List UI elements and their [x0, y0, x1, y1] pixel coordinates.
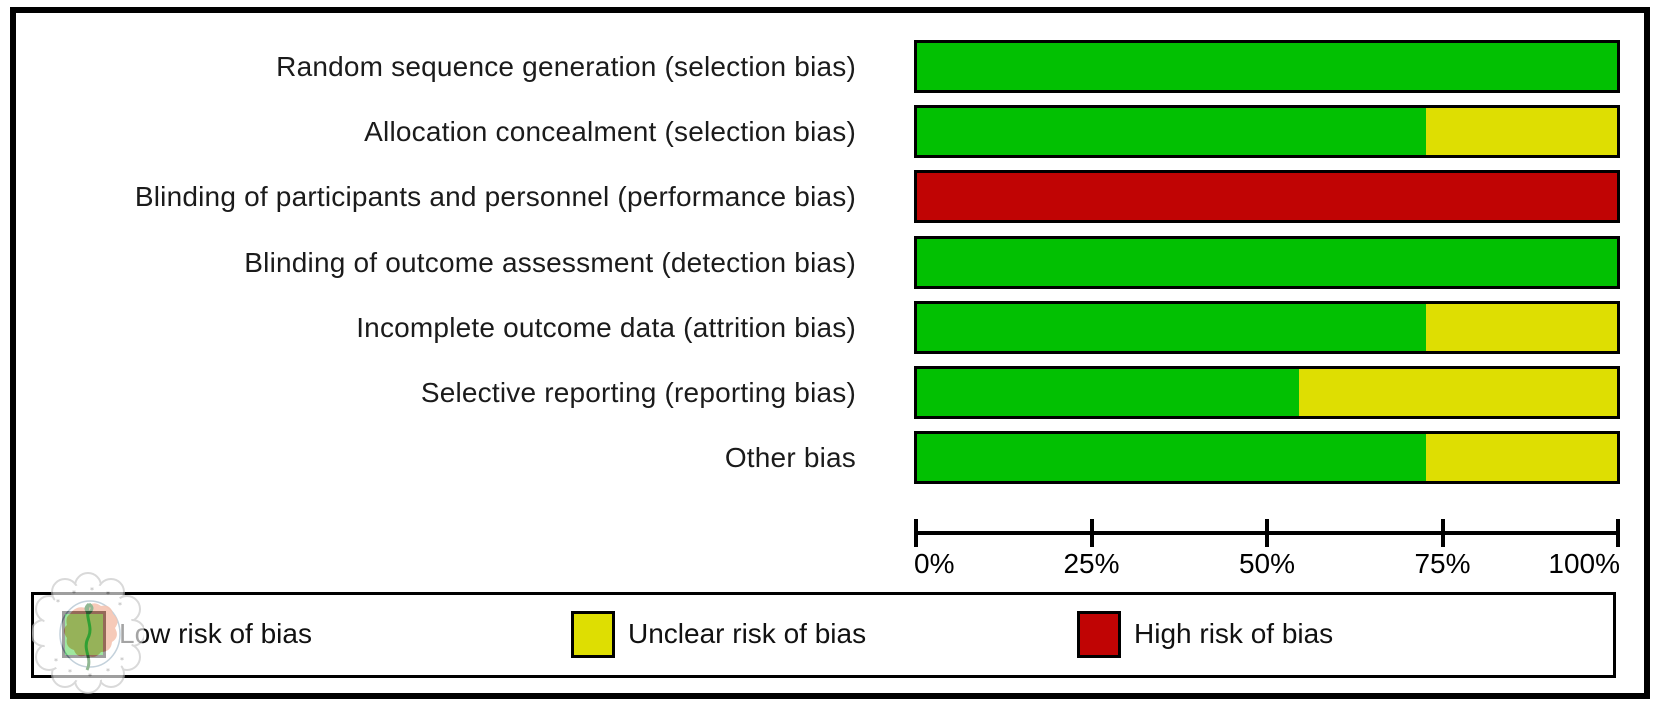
legend-item: Unclear risk of bias: [571, 606, 866, 662]
stacked-bar: [914, 366, 1620, 419]
legend-swatch: [1077, 610, 1121, 658]
x-axis-tick-label: 50%: [1238, 548, 1296, 579]
legend-item: High risk of bias: [1077, 606, 1333, 662]
bar-segment: [1298, 369, 1617, 416]
x-axis-tick: [1616, 519, 1620, 547]
bar-segment: [1425, 108, 1617, 155]
bias-domain-label: Blinding of outcome assessment (detectio…: [244, 246, 856, 278]
bias-domain-label: Other bias: [724, 441, 856, 473]
legend-box: [31, 592, 1616, 678]
stacked-bar: [914, 105, 1620, 158]
stacked-bar: [914, 40, 1620, 93]
legend-swatch: [571, 610, 615, 658]
legend-label: High risk of bias: [1134, 618, 1334, 649]
bias-domain-label: Allocation concealment (selection bias): [364, 115, 856, 147]
bar-segment: [1425, 304, 1617, 351]
x-axis-tick-label: 75%: [1414, 548, 1471, 579]
stacked-bar: [914, 170, 1620, 223]
bias-domain-label: Blinding of participants and personnel (…: [134, 180, 856, 212]
x-axis-tick-label: 100%: [1548, 548, 1620, 579]
bar-segment: [917, 43, 1617, 90]
legend-label: Low risk of bias: [119, 618, 312, 649]
x-axis-tick: [914, 519, 918, 547]
x-axis-tick: [1089, 519, 1094, 547]
stacked-bar: [914, 431, 1620, 484]
bias-domain-label: Incomplete outcome data (attrition bias): [356, 311, 856, 343]
bar-segment: [917, 369, 1299, 416]
x-axis-tick-label: 25%: [1063, 548, 1120, 579]
stacked-bar: [914, 301, 1620, 354]
x-axis-tick-label: 0%: [914, 548, 955, 579]
x-axis-tick: [1265, 519, 1269, 547]
bias-domain-label: Selective reporting (reporting bias): [420, 376, 856, 408]
bar-segment: [917, 239, 1617, 286]
bar-segment: [917, 434, 1426, 481]
legend-item: Low risk of bias: [62, 606, 312, 662]
stacked-bar: [914, 236, 1620, 289]
bar-segment: [917, 304, 1426, 351]
legend-swatch: [62, 610, 106, 658]
bar-segment: [1425, 434, 1617, 481]
legend-label: Unclear risk of bias: [628, 618, 867, 649]
bar-segment: [917, 173, 1617, 220]
bias-domain-label: Random sequence generation (selection bi…: [276, 50, 856, 82]
bar-segment: [917, 108, 1426, 155]
x-axis-tick: [1440, 519, 1445, 547]
